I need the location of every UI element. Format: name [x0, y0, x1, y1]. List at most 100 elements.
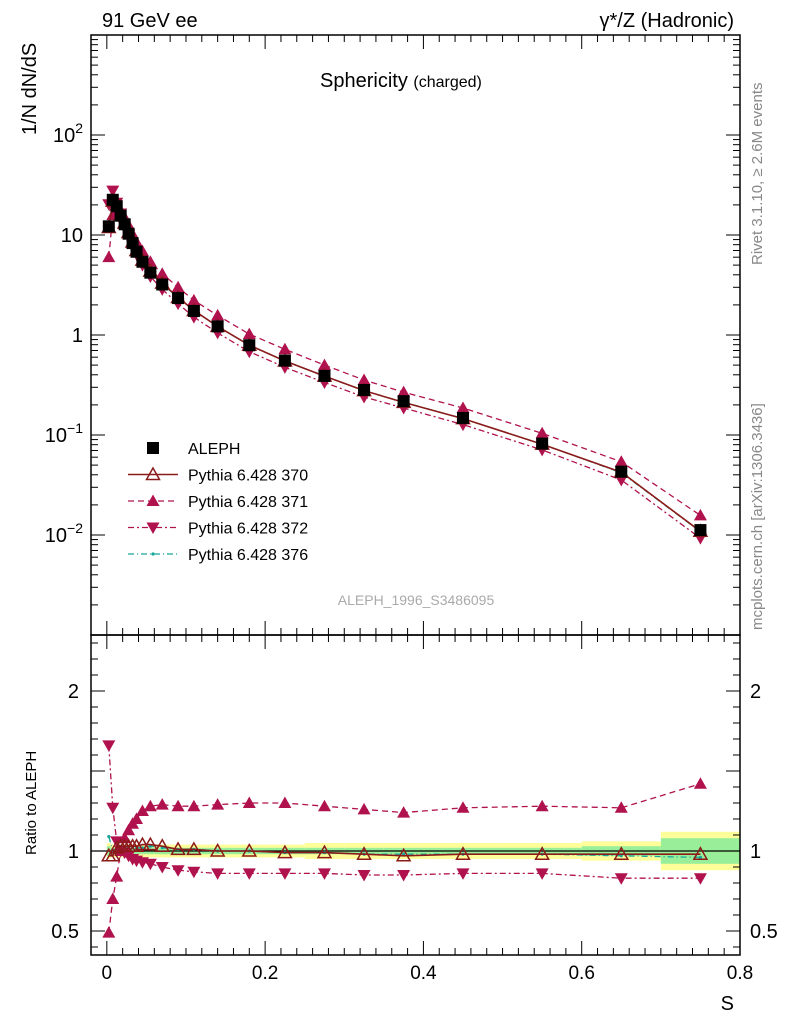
- x-tick-label: 0.2: [252, 963, 278, 984]
- header-left: 91 GeV ee: [102, 10, 198, 32]
- ratio-point-p371: [187, 799, 201, 812]
- legend-entry-data: ALEPH: [147, 441, 240, 458]
- ratio-point-p371: [102, 926, 116, 938]
- legend-label: Pythia 6.428 376: [188, 547, 308, 564]
- main-point-data: [102, 220, 115, 233]
- x-axis-label: S: [721, 993, 734, 1015]
- ratio-point-p372: [102, 740, 116, 752]
- y-tick-label: 10−2: [45, 520, 83, 547]
- legend-marker: [146, 494, 160, 506]
- ratio-y-tick-label-right: 1: [750, 841, 761, 863]
- main-point-data: [536, 437, 549, 450]
- ratio-point-p370: [692, 846, 709, 860]
- ratio-y-tick-label: 1: [68, 841, 79, 863]
- ratio-series-p371: [102, 777, 707, 938]
- legend-entry-p372: Pythia 6.428 372: [128, 521, 308, 538]
- header-right: γ*/Z (Hadronic): [600, 10, 734, 32]
- ratio-point-p370: [316, 844, 333, 859]
- y-tick-label: 102: [53, 120, 83, 147]
- main-point-data: [615, 465, 628, 478]
- x-tick-label: 0.8: [727, 963, 753, 984]
- ratio-point-p371: [278, 796, 292, 808]
- ratio-series-p372: [102, 740, 707, 885]
- main-point-data: [456, 411, 469, 424]
- main-point-p371: [102, 250, 116, 263]
- ratio-point-p371: [693, 777, 707, 789]
- ratio-point-p370: [277, 844, 293, 859]
- ratio-point-p370: [142, 836, 159, 851]
- main-series-data: [102, 193, 707, 537]
- main-series-p372: [102, 185, 707, 545]
- ratio-point-p371: [122, 823, 136, 836]
- main-point-p371: [693, 508, 707, 521]
- main-y-axis-label: 1/N dN/dS: [19, 43, 41, 135]
- rivet-version-label: Rivet 3.1.10, ≥ 2.6M events: [749, 83, 766, 266]
- ratio-point-p370: [170, 841, 186, 856]
- ratio-point-p372: [278, 868, 292, 880]
- legend-label: ALEPH: [188, 441, 240, 458]
- main-point-data: [278, 354, 291, 367]
- chart-title: Sphericity (charged): [320, 70, 482, 92]
- ratio-panel-frame: [90, 634, 741, 956]
- ratio-point-p370: [613, 846, 630, 860]
- ratio-point-p372: [357, 870, 371, 882]
- main-panel-frame: [90, 34, 741, 636]
- legend-marker: [151, 552, 155, 556]
- ratio-y-tick-label: 2: [68, 681, 79, 703]
- ratio-point-p370: [455, 846, 471, 860]
- main-point-p371: [155, 267, 169, 279]
- main-point-data: [694, 524, 707, 537]
- main-point-p371: [397, 385, 411, 398]
- main-point-p371: [535, 426, 549, 439]
- ratio-point-p372: [242, 868, 256, 880]
- ratio-point-p372: [693, 873, 707, 885]
- ratio-point-p372: [106, 802, 120, 815]
- ratio-point-p370: [356, 846, 372, 860]
- ratio-point-p372: [211, 868, 225, 880]
- main-point-data: [397, 395, 410, 408]
- ratio-point-p371: [211, 798, 225, 810]
- ratio-point-p370: [395, 847, 412, 862]
- main-point-data: [187, 304, 200, 317]
- ratio-point-p372: [171, 865, 185, 877]
- main-point-p371: [242, 327, 256, 340]
- ratio-point-p370: [104, 847, 121, 862]
- ratio-point-p372: [535, 868, 549, 880]
- main-point-p371: [614, 455, 628, 467]
- ratio-y-tick-label: 0.5: [51, 921, 79, 943]
- ratio-point-p370: [186, 841, 202, 856]
- legend-marker: [145, 466, 161, 481]
- y-tick-label: 10−1: [45, 420, 83, 447]
- legend-label: Pythia 6.428 370: [188, 468, 308, 485]
- ratio-point-p372: [397, 870, 411, 882]
- x-tick-label: 0: [102, 963, 113, 984]
- main-point-data: [136, 255, 149, 268]
- ratio-point-p371: [130, 812, 144, 824]
- x-tick-label: 0.4: [410, 963, 437, 984]
- main-point-data: [243, 339, 256, 352]
- axes: 0 0.2 0.4 0.6 0.8 10−2 10−1 1 10 102 0.5 0.5 1 1 2 2: [45, 34, 778, 984]
- main-series-p370: [101, 193, 709, 538]
- mcplots-reference-label: mcplots.cern.ch [arXiv:1306.3436]: [749, 403, 766, 630]
- legend-marker: [146, 522, 160, 534]
- ratio-y-axis-label: Ratio to ALEPH: [23, 751, 40, 855]
- ratio-point-p371: [155, 798, 169, 810]
- chart-title-main: Sphericity: [320, 70, 408, 92]
- main-point-p371: [187, 293, 201, 306]
- ratio-point-p371: [317, 799, 331, 812]
- main-point-p371: [317, 358, 331, 371]
- main-point-data: [172, 292, 185, 305]
- ratio-point-p370: [154, 838, 171, 852]
- ratio-point-p370: [134, 836, 151, 851]
- chart-title-qualifier: (charged): [413, 74, 481, 91]
- legend-entry-p371: Pythia 6.428 371: [128, 494, 308, 511]
- y-tick-label: 10: [61, 225, 83, 247]
- x-tick-label: 0.6: [568, 963, 594, 984]
- legend-label: Pythia 6.428 372: [188, 521, 308, 538]
- ratio-point-p370: [241, 842, 258, 857]
- ratio-point-p371: [357, 802, 371, 815]
- main-point-p371: [171, 280, 185, 293]
- main-point-p371: [456, 401, 470, 414]
- ratio-y-tick-label-right: 0.5: [750, 921, 778, 943]
